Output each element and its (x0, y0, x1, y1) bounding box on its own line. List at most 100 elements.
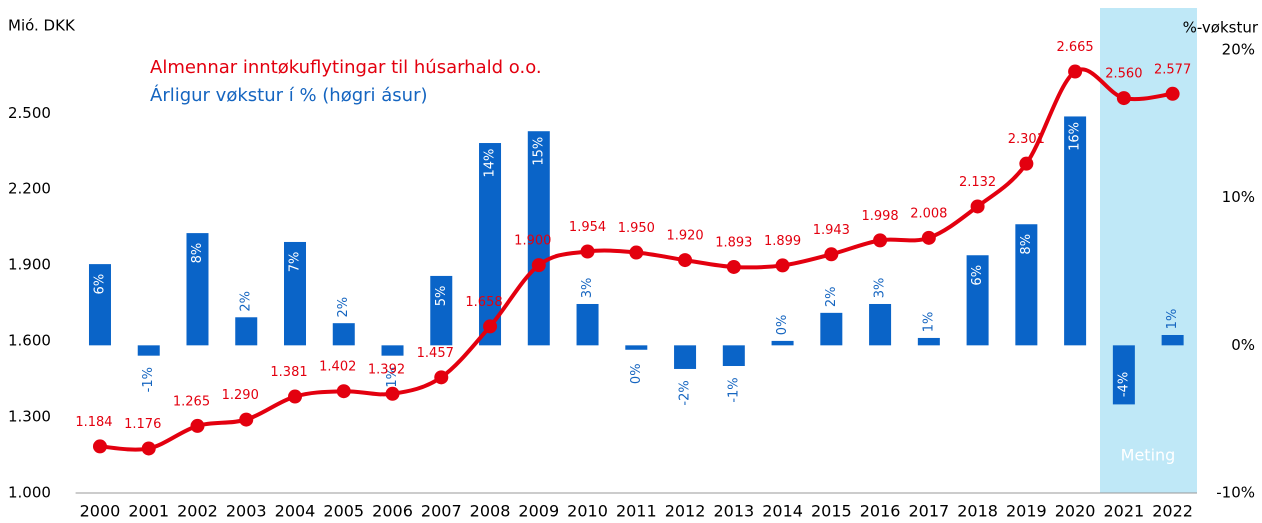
bar (917, 337, 940, 346)
y-tick-label: 1.300 (8, 408, 51, 426)
bar (869, 303, 892, 346)
bar-label: 6% (92, 274, 107, 295)
y-tick-label: 1.000 (8, 484, 51, 502)
point (239, 412, 254, 427)
point-label: 2.008 (910, 206, 947, 221)
point (141, 441, 156, 456)
x-tick-label: 2021 (1104, 502, 1145, 521)
bar (771, 340, 794, 346)
x-tick-label: 2006 (372, 502, 413, 521)
x-tick-label: 2013 (713, 502, 754, 521)
bar-label: -1% (141, 367, 156, 392)
bar-label: 2% (239, 291, 254, 312)
point (385, 386, 400, 401)
point (1116, 91, 1131, 106)
y-tick-label: 2.500 (8, 104, 51, 122)
bar-label: 8% (1019, 234, 1034, 255)
point (92, 439, 107, 454)
point-label: 2.577 (1154, 62, 1191, 77)
bar-label: -1% (385, 367, 400, 392)
bar (137, 345, 160, 356)
x-tick-label: 2016 (860, 502, 901, 521)
bar (722, 345, 745, 367)
point (1165, 86, 1180, 101)
bar (284, 241, 307, 346)
point-label: 1.184 (75, 415, 112, 430)
bar (479, 143, 502, 346)
bar-label: -4% (1116, 372, 1131, 397)
point (483, 319, 498, 334)
point (775, 258, 790, 273)
point (190, 418, 205, 433)
point (873, 233, 888, 248)
x-tick-label: 2003 (226, 502, 267, 521)
point-label: 1.943 (813, 223, 850, 238)
point (678, 253, 693, 268)
point-label: 2.665 (1056, 40, 1093, 55)
bar-label: -2% (678, 380, 693, 405)
x-tick-label: 2010 (567, 502, 608, 521)
point-label: 1.176 (124, 417, 161, 432)
bar-label: 0% (629, 363, 644, 384)
bar-label: 1% (921, 312, 936, 333)
x-tick-label: 2005 (323, 502, 364, 521)
x-tick-label: 2022 (1152, 502, 1193, 521)
x-tick-label: 2000 (80, 502, 121, 521)
point-label: 1.920 (666, 229, 703, 244)
bar-label: 1% (1165, 309, 1180, 330)
y2-tick-label: -10% (1216, 484, 1255, 502)
y2-tick-label: 10% (1222, 188, 1255, 206)
bar (576, 303, 599, 346)
bar-label: 0% (775, 315, 790, 336)
point (1019, 156, 1034, 171)
x-tick-label: 2019 (1006, 502, 1047, 521)
point-label: 1.290 (222, 388, 259, 403)
point-label: 1.457 (417, 346, 454, 361)
bar (186, 233, 209, 346)
bar (430, 275, 453, 346)
y-axis-label: Mió. DKK (8, 17, 76, 35)
forecast-label: Meting (1121, 446, 1176, 465)
bar (381, 345, 404, 356)
bar (820, 312, 843, 346)
x-tick-label: 2001 (128, 502, 169, 521)
legend-bar: Árligur vøkstur í % (høgri ásur) (150, 84, 428, 106)
point-label: 1.998 (861, 209, 898, 224)
bar (332, 323, 355, 346)
x-tick-label: 2014 (762, 502, 803, 521)
point-label: 1.402 (319, 360, 356, 375)
bar-label: 7% (288, 252, 303, 273)
point-label: 2.301 (1008, 132, 1045, 147)
bar-label: 3% (580, 278, 595, 299)
point (921, 230, 936, 245)
bar-label: 6% (970, 265, 985, 286)
point (336, 384, 351, 399)
bar (88, 264, 111, 346)
bar-label: 15% (531, 137, 546, 166)
bar (625, 345, 648, 350)
x-tick-label: 2012 (665, 502, 706, 521)
point-label: 2.132 (959, 175, 996, 190)
point-label: 1.950 (618, 221, 655, 236)
x-tick-label: 2020 (1055, 502, 1096, 521)
point (726, 259, 741, 274)
bar (1064, 116, 1087, 346)
bar-label: 8% (190, 243, 205, 264)
x-tick-label: 2004 (275, 502, 316, 521)
bar (1161, 334, 1184, 346)
x-tick-label: 2011 (616, 502, 657, 521)
x-tick-label: 2007 (421, 502, 462, 521)
bar-label: 5% (434, 286, 449, 307)
bar-label: 16% (1068, 122, 1083, 151)
point (531, 258, 546, 273)
legend-line: Almennar inntøkuflytingar til húsarhald … (150, 57, 542, 78)
point-label: 1.893 (715, 235, 752, 250)
y-tick-label: 1.600 (8, 332, 51, 350)
x-tick-label: 2008 (470, 502, 511, 521)
bar-label: -1% (726, 377, 741, 402)
point (970, 199, 985, 214)
bar (1112, 345, 1135, 405)
bar-label: 2% (824, 287, 839, 308)
bar-label: 3% (873, 278, 888, 299)
point-label: 1.900 (514, 234, 551, 249)
